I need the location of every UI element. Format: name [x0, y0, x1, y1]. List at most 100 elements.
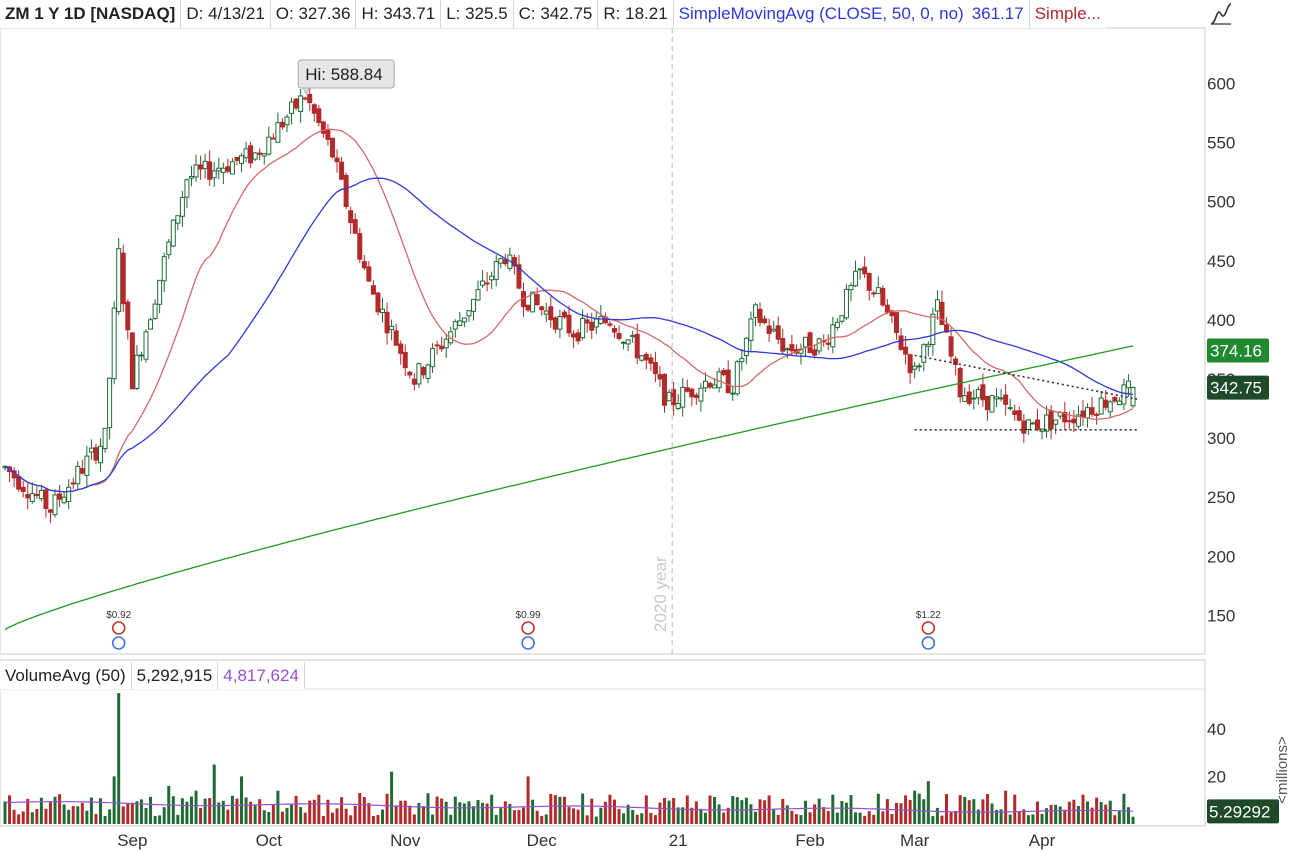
candle-body — [634, 333, 640, 359]
candle-body — [329, 137, 335, 158]
candle-body — [848, 285, 854, 291]
volume-axis-label: <millions> — [1274, 736, 1291, 804]
volume-bar — [253, 805, 257, 824]
candle-body — [843, 288, 849, 319]
candle-body — [207, 161, 213, 180]
volume-bar — [217, 802, 221, 824]
sma50-line — [4, 177, 1134, 493]
candle-body — [284, 116, 290, 126]
volume-bar — [844, 802, 848, 824]
symbol-label[interactable]: ZM 1 Y 1D [NASDAQ] — [0, 0, 182, 28]
volume-bar — [176, 814, 180, 824]
candle-body — [662, 373, 668, 406]
candle-body — [693, 394, 699, 398]
candle-body — [1053, 419, 1059, 425]
volume-header: VolumeAvg (50) 5,292,915 4,817,624 — [0, 662, 305, 689]
volume-bar — [62, 804, 66, 824]
volume-bar — [854, 812, 858, 824]
drawing-tool-icon[interactable] — [1207, 2, 1235, 26]
candle-body — [188, 176, 194, 179]
volume-bar — [612, 799, 616, 824]
volume-bar — [153, 815, 157, 824]
candle-body — [725, 369, 731, 394]
candle-body — [839, 315, 845, 322]
volume-bar — [385, 793, 389, 824]
candle-body — [907, 354, 913, 374]
volume-bar — [954, 811, 958, 824]
candle-body — [1007, 407, 1013, 410]
volume-bar — [8, 795, 12, 824]
volume-bar — [235, 798, 239, 824]
candle-body — [366, 266, 372, 282]
volume-bar — [149, 796, 153, 824]
candle-body — [607, 323, 613, 326]
candle-body — [834, 321, 840, 328]
volume-bar — [581, 793, 585, 824]
candle-body — [457, 320, 463, 326]
volume-bar — [813, 804, 817, 824]
candle-body — [107, 377, 113, 429]
volume-bar — [995, 809, 999, 824]
candle-body — [775, 325, 781, 340]
volume-bar — [631, 810, 635, 824]
sma2-study[interactable]: Simple... — [1029, 0, 1106, 28]
candle-body — [316, 108, 322, 124]
volume-bar — [126, 803, 130, 824]
sma-study[interactable]: SimpleMovingAvg (CLOSE, 50, 0, no) 361.1… — [673, 0, 1030, 28]
candle-body — [862, 266, 868, 275]
volume-bar — [1058, 806, 1062, 824]
volume-bar — [872, 814, 876, 824]
candle-body — [994, 396, 1000, 400]
volume-bar — [303, 812, 307, 824]
candle-body — [757, 308, 763, 323]
candle-body — [375, 292, 381, 313]
volume-bar — [585, 815, 589, 824]
candle-body — [216, 167, 222, 172]
candle-body — [352, 219, 358, 234]
candle-body — [866, 273, 872, 291]
volume-bar — [276, 790, 280, 824]
volume-bar — [858, 812, 862, 824]
axes: 1502002503003504004505005506002040<milli… — [117, 28, 1291, 850]
candle-body — [84, 455, 90, 476]
candle-body — [998, 397, 1004, 400]
candle-body — [1071, 418, 1077, 424]
volume-bar — [344, 808, 348, 824]
candle-body — [666, 391, 672, 402]
volume-bar — [776, 814, 780, 824]
candle-body — [893, 312, 899, 334]
volume-bar — [1081, 794, 1085, 824]
volume-bar — [403, 800, 407, 824]
date-label: D: 4/13/21 — [181, 0, 271, 28]
candle-body — [184, 179, 190, 198]
candle-body — [1003, 394, 1009, 405]
candle-body — [343, 175, 349, 207]
volume-bar — [135, 801, 139, 824]
volume-bar — [735, 797, 739, 824]
volume-bar — [785, 805, 789, 824]
candle-body — [789, 344, 795, 352]
candle-body — [912, 365, 918, 370]
candle-body — [193, 164, 199, 178]
candle-body — [339, 161, 345, 180]
volume-bar — [412, 814, 416, 824]
volume-bar — [1126, 807, 1130, 824]
volume-bar — [1076, 805, 1080, 824]
candle-body — [557, 316, 563, 330]
candle-body — [1075, 414, 1081, 427]
volume-bar — [362, 796, 366, 824]
year-marker: 2020 year — [651, 556, 670, 632]
volume-bar — [608, 794, 612, 824]
volume-bar — [1063, 809, 1067, 824]
volume-bar — [753, 811, 757, 824]
volume-bar — [376, 815, 380, 824]
volume-study-label[interactable]: VolumeAvg (50) — [0, 662, 132, 689]
candle-body — [161, 256, 167, 282]
price-tick-label: 550 — [1207, 134, 1235, 153]
volume-bar — [494, 814, 498, 824]
volume-bar — [340, 797, 344, 824]
volume-bar — [258, 799, 262, 824]
volume-bar — [290, 804, 294, 824]
candle-body — [739, 357, 745, 363]
volume-bar — [831, 794, 835, 824]
